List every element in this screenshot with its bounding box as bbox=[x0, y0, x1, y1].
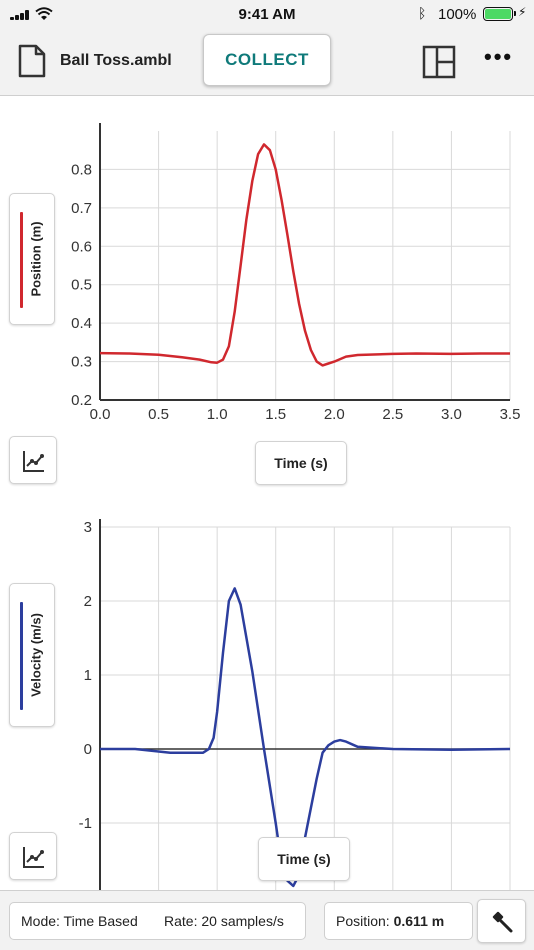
velocity-series-color-swatch bbox=[20, 602, 23, 710]
y-tick-label: 3 bbox=[84, 519, 92, 536]
velocity-axis-label: Velocity (m/s) bbox=[28, 613, 44, 697]
y-tick-label: 0.5 bbox=[71, 277, 92, 294]
velocity-axis-button[interactable]: Velocity (m/s) bbox=[9, 583, 55, 727]
graph-area: 0.0 0.5 1.0 1.5 2.0 2.5 3.0 3.5 0.2 0.3 0.4 0.5 0.6 0… bbox=[0, 97, 534, 920]
position-series-color-swatch bbox=[20, 212, 23, 308]
file-name[interactable]: Ball Toss.ambl bbox=[60, 52, 172, 69]
x-tick-label: 2.0 bbox=[324, 406, 345, 423]
collection-mode-button[interactable]: Mode: Time Based Rate: 20 samples/s bbox=[9, 902, 306, 940]
status-bar: 9:41 AM ᛒ 100% ⚡ bbox=[0, 0, 534, 28]
graph-options-icon bbox=[23, 451, 44, 472]
series-line bbox=[99, 143, 510, 367]
position-axis-button[interactable]: Position (m) bbox=[9, 193, 55, 325]
y-tick-label: 0 bbox=[84, 741, 92, 758]
position-readout-value: 0.611 m bbox=[393, 913, 445, 929]
mode-text: Mode: Time Based bbox=[21, 913, 138, 929]
y-tick-label: 1 bbox=[84, 667, 92, 684]
y-tick-label: 0.6 bbox=[71, 238, 92, 255]
status-time: 9:41 AM bbox=[238, 6, 296, 23]
sensor-readout[interactable]: Position: 0.611 m bbox=[324, 902, 473, 940]
y-tick-label: 0.7 bbox=[71, 200, 92, 217]
x-tick-label: 1.5 bbox=[265, 406, 286, 423]
x-tick-label: 3.5 bbox=[500, 406, 521, 423]
y-tick-label: 0.4 bbox=[71, 315, 92, 332]
y-tick-label: 2 bbox=[84, 593, 92, 610]
x-tick-label: 2.5 bbox=[382, 406, 403, 423]
time-axis-button-1[interactable]: Time (s) bbox=[255, 441, 347, 485]
probe-icon bbox=[492, 911, 513, 933]
layout-icon[interactable] bbox=[422, 45, 456, 79]
x-tick-label: 0.5 bbox=[148, 406, 169, 423]
y-tick-label: 0.8 bbox=[71, 161, 92, 178]
wifi-icon bbox=[35, 7, 53, 20]
graph-options-icon bbox=[23, 847, 44, 868]
bottom-bar: Mode: Time Based Rate: 20 samples/s Posi… bbox=[0, 890, 534, 950]
collect-button[interactable]: COLLECT bbox=[203, 34, 331, 86]
cellular-signal-icon bbox=[10, 10, 34, 20]
graph-options-button-1[interactable] bbox=[9, 436, 57, 484]
bluetooth-icon: ᛒ bbox=[418, 5, 427, 21]
rate-text: Rate: 20 samples/s bbox=[164, 913, 284, 929]
charging-bolt-icon: ⚡ bbox=[518, 5, 527, 19]
x-tick-label: 0.0 bbox=[90, 406, 111, 423]
battery-percentage: 100% bbox=[438, 6, 477, 23]
position-axis-label: Position (m) bbox=[28, 221, 44, 297]
y-tick-label: -1 bbox=[79, 815, 92, 832]
graph-options-button-2[interactable] bbox=[9, 832, 57, 880]
y-tick-label: 0.3 bbox=[71, 354, 92, 371]
sensor-settings-button[interactable] bbox=[477, 899, 526, 943]
document-icon[interactable] bbox=[18, 44, 46, 78]
x-tick-label: 3.0 bbox=[441, 406, 462, 423]
x-tick-label: 1.0 bbox=[207, 406, 228, 423]
y-tick-label: 0.2 bbox=[71, 392, 92, 409]
position-graph[interactable]: 0.0 0.5 1.0 1.5 2.0 2.5 3.0 3.5 0.2 0.3 0.4 0.5 0.6 0… bbox=[0, 97, 534, 437]
battery-icon bbox=[483, 7, 516, 21]
time-axis-button-2[interactable]: Time (s) bbox=[258, 837, 350, 881]
top-toolbar: Ball Toss.ambl COLLECT ••• bbox=[0, 28, 534, 96]
ellipsis-icon[interactable]: ••• bbox=[484, 44, 514, 69]
position-readout-label: Position: bbox=[336, 913, 394, 929]
